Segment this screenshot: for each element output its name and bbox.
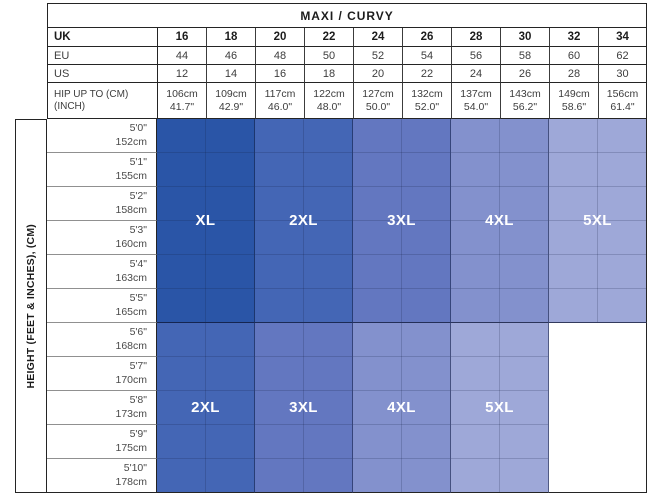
height-row-label: 5'3" 160cm bbox=[47, 221, 157, 255]
uk-size-value: 18 bbox=[206, 28, 255, 47]
eu-size-value: 58 bbox=[500, 47, 549, 65]
uk-size-value: 20 bbox=[255, 28, 304, 47]
hip-value: 122cm 48.0" bbox=[304, 83, 353, 119]
size-label: 4XL bbox=[485, 212, 514, 229]
uk-row-label: UK bbox=[47, 28, 157, 47]
height-row-label: 5'1" 155cm bbox=[47, 153, 157, 187]
size-block-lower-4xl: 4XL bbox=[353, 323, 451, 493]
us-size-value: 18 bbox=[304, 65, 353, 83]
height-axis-label: HEIGHT (FEET & INCHES), (CM) bbox=[15, 119, 47, 493]
size-block-upper-3xl: 3XL bbox=[353, 119, 451, 323]
hip-value: 106cm 41.7" bbox=[157, 83, 206, 119]
size-block-upper-4xl: 4XL bbox=[451, 119, 549, 323]
us-row-label: US bbox=[47, 65, 157, 83]
height-row-label: 5'4" 163cm bbox=[47, 255, 157, 289]
us-size-value: 28 bbox=[549, 65, 598, 83]
hip-value: 132cm 52.0" bbox=[402, 83, 451, 119]
size-chart-table: MAXI / CURVY UK 16 18 20 22 24 26 28 30 … bbox=[15, 3, 647, 493]
hip-value: 109cm 42.9" bbox=[206, 83, 255, 119]
size-label: 2XL bbox=[191, 399, 220, 416]
size-label: 5XL bbox=[583, 212, 612, 229]
eu-row-label: EU bbox=[47, 47, 157, 65]
size-label: 5XL bbox=[485, 399, 514, 416]
us-size-value: 24 bbox=[451, 65, 500, 83]
eu-size-value: 52 bbox=[353, 47, 402, 65]
hip-value: 156cm 61.4" bbox=[598, 83, 647, 119]
height-row-label: 5'6" 168cm bbox=[47, 323, 157, 357]
size-block-lower-5xl: 5XL bbox=[451, 323, 549, 493]
eu-size-value: 62 bbox=[598, 47, 647, 65]
height-row-label: 5'0" 152cm bbox=[47, 119, 157, 153]
size-label: 2XL bbox=[289, 212, 318, 229]
eu-size-value: 46 bbox=[206, 47, 255, 65]
height-row-label: 5'5" 165cm bbox=[47, 289, 157, 323]
size-block-upper-5xl: 5XL bbox=[549, 119, 647, 323]
us-size-value: 26 bbox=[500, 65, 549, 83]
eu-size-value: 44 bbox=[157, 47, 206, 65]
eu-size-value: 54 bbox=[402, 47, 451, 65]
size-block-lower-3xl: 3XL bbox=[255, 323, 353, 493]
height-row-label: 5'2" 158cm bbox=[47, 187, 157, 221]
eu-size-value: 56 bbox=[451, 47, 500, 65]
hip-value: 149cm 58.6" bbox=[549, 83, 598, 119]
hip-value: 143cm 56.2" bbox=[500, 83, 549, 119]
hip-value: 137cm 54.0" bbox=[451, 83, 500, 119]
eu-size-value: 60 bbox=[549, 47, 598, 65]
uk-size-value: 24 bbox=[353, 28, 402, 47]
us-size-value: 20 bbox=[353, 65, 402, 83]
uk-size-value: 26 bbox=[402, 28, 451, 47]
size-label: 3XL bbox=[289, 399, 318, 416]
hip-value: 117cm 46.0" bbox=[255, 83, 304, 119]
uk-size-value: 34 bbox=[598, 28, 647, 47]
height-row-label: 5'10" 178cm bbox=[47, 459, 157, 493]
uk-size-value: 32 bbox=[549, 28, 598, 47]
us-size-value: 30 bbox=[598, 65, 647, 83]
eu-size-value: 48 bbox=[255, 47, 304, 65]
table-title: MAXI / CURVY bbox=[47, 3, 647, 28]
size-label: 4XL bbox=[387, 399, 416, 416]
hip-value: 127cm 50.0" bbox=[353, 83, 402, 119]
hip-row-label: HIP UP TO (CM) (INCH) bbox=[47, 83, 157, 119]
size-block-lower-empty bbox=[549, 323, 647, 493]
size-label: 3XL bbox=[387, 212, 416, 229]
size-block-upper-2xl: 2XL bbox=[255, 119, 353, 323]
height-row-label: 5'9" 175cm bbox=[47, 425, 157, 459]
us-size-value: 16 bbox=[255, 65, 304, 83]
uk-size-value: 28 bbox=[451, 28, 500, 47]
uk-size-value: 22 bbox=[304, 28, 353, 47]
us-size-value: 14 bbox=[206, 65, 255, 83]
height-row-label: 5'7" 170cm bbox=[47, 357, 157, 391]
us-size-value: 12 bbox=[157, 65, 206, 83]
size-label: XL bbox=[195, 212, 216, 229]
size-block-lower-2xl: 2XL bbox=[157, 323, 255, 493]
height-row-label: 5'8" 173cm bbox=[47, 391, 157, 425]
uk-size-value: 30 bbox=[500, 28, 549, 47]
us-size-value: 22 bbox=[402, 65, 451, 83]
size-block-upper-xl: XL bbox=[157, 119, 255, 323]
eu-size-value: 50 bbox=[304, 47, 353, 65]
uk-size-value: 16 bbox=[157, 28, 206, 47]
